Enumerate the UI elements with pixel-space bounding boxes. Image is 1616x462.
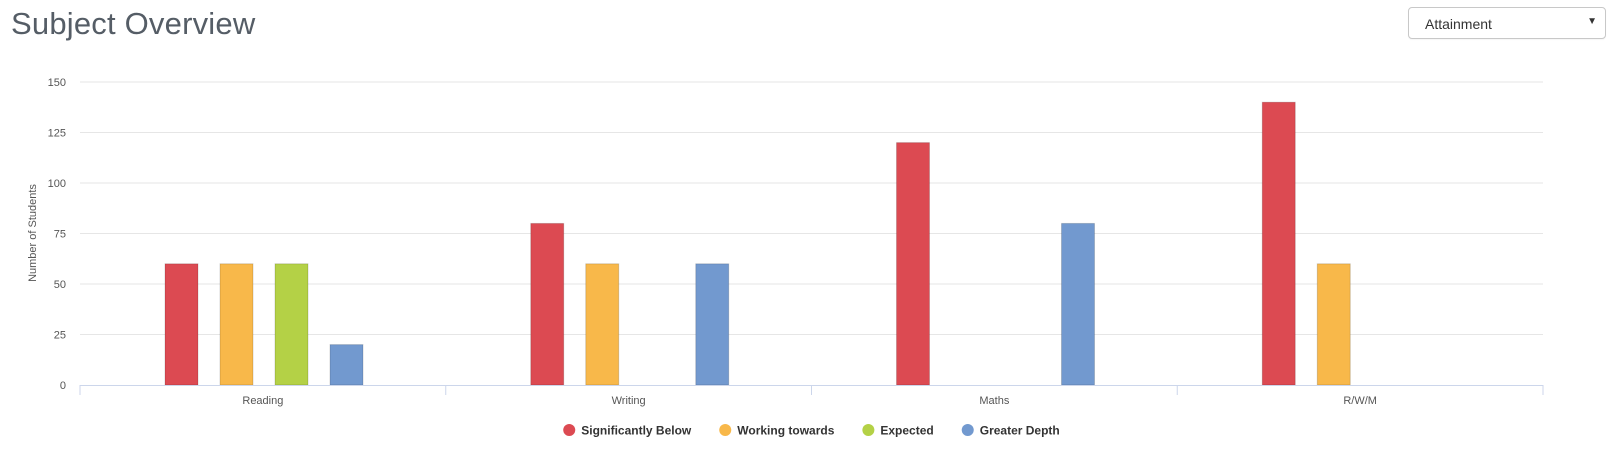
legend-marker: [961, 424, 974, 436]
legend-item: Working towards: [737, 424, 834, 438]
y-tick-label: 0: [60, 380, 66, 392]
bar: [530, 222, 565, 386]
x-tick-label: Writing: [612, 395, 646, 407]
page-title: Subject Overview: [11, 6, 256, 41]
legend-item: Significantly Below: [581, 424, 692, 438]
bar: [896, 142, 930, 386]
chart-bars: [164, 101, 1351, 386]
y-tick-label: 25: [54, 330, 66, 342]
y-tick-label: 75: [54, 229, 66, 241]
y-axis-title: Number of Students: [27, 184, 39, 282]
bar: [219, 263, 254, 386]
chart-legend: Significantly Below Working towards Expect…: [563, 424, 1060, 438]
bar: [585, 263, 620, 386]
x-tick-label: R/W/M: [1343, 395, 1377, 407]
legend-item: Greater Depth: [980, 424, 1060, 438]
bar: [695, 263, 730, 386]
legend-marker: [563, 424, 576, 436]
bar: [1316, 263, 1351, 386]
y-tick-label: 100: [48, 178, 66, 190]
legend-marker: [862, 424, 875, 436]
bar: [1261, 101, 1296, 386]
chart-grid: [80, 81, 1543, 335]
bar: [1061, 222, 1095, 386]
y-tick-label: 50: [54, 279, 66, 291]
legend-item: Expected: [880, 424, 933, 438]
y-tick-label: 150: [48, 77, 66, 89]
view-select-value: Attainment: [1425, 16, 1492, 32]
x-tick-label: Maths: [979, 395, 1009, 407]
legend-marker: [719, 424, 732, 436]
chevron-down-icon: ▼: [1587, 16, 1597, 27]
bar: [164, 263, 199, 386]
bar: [329, 344, 364, 386]
view-select[interactable]: Attainment ▼: [1408, 7, 1606, 39]
chart-axes: 0 25 50 75 100 125 150 Reading Writing Maths R/W/M: [48, 77, 1544, 407]
bar: [274, 263, 309, 386]
y-tick-label: 125: [48, 128, 66, 140]
x-tick-label: Reading: [242, 395, 283, 407]
